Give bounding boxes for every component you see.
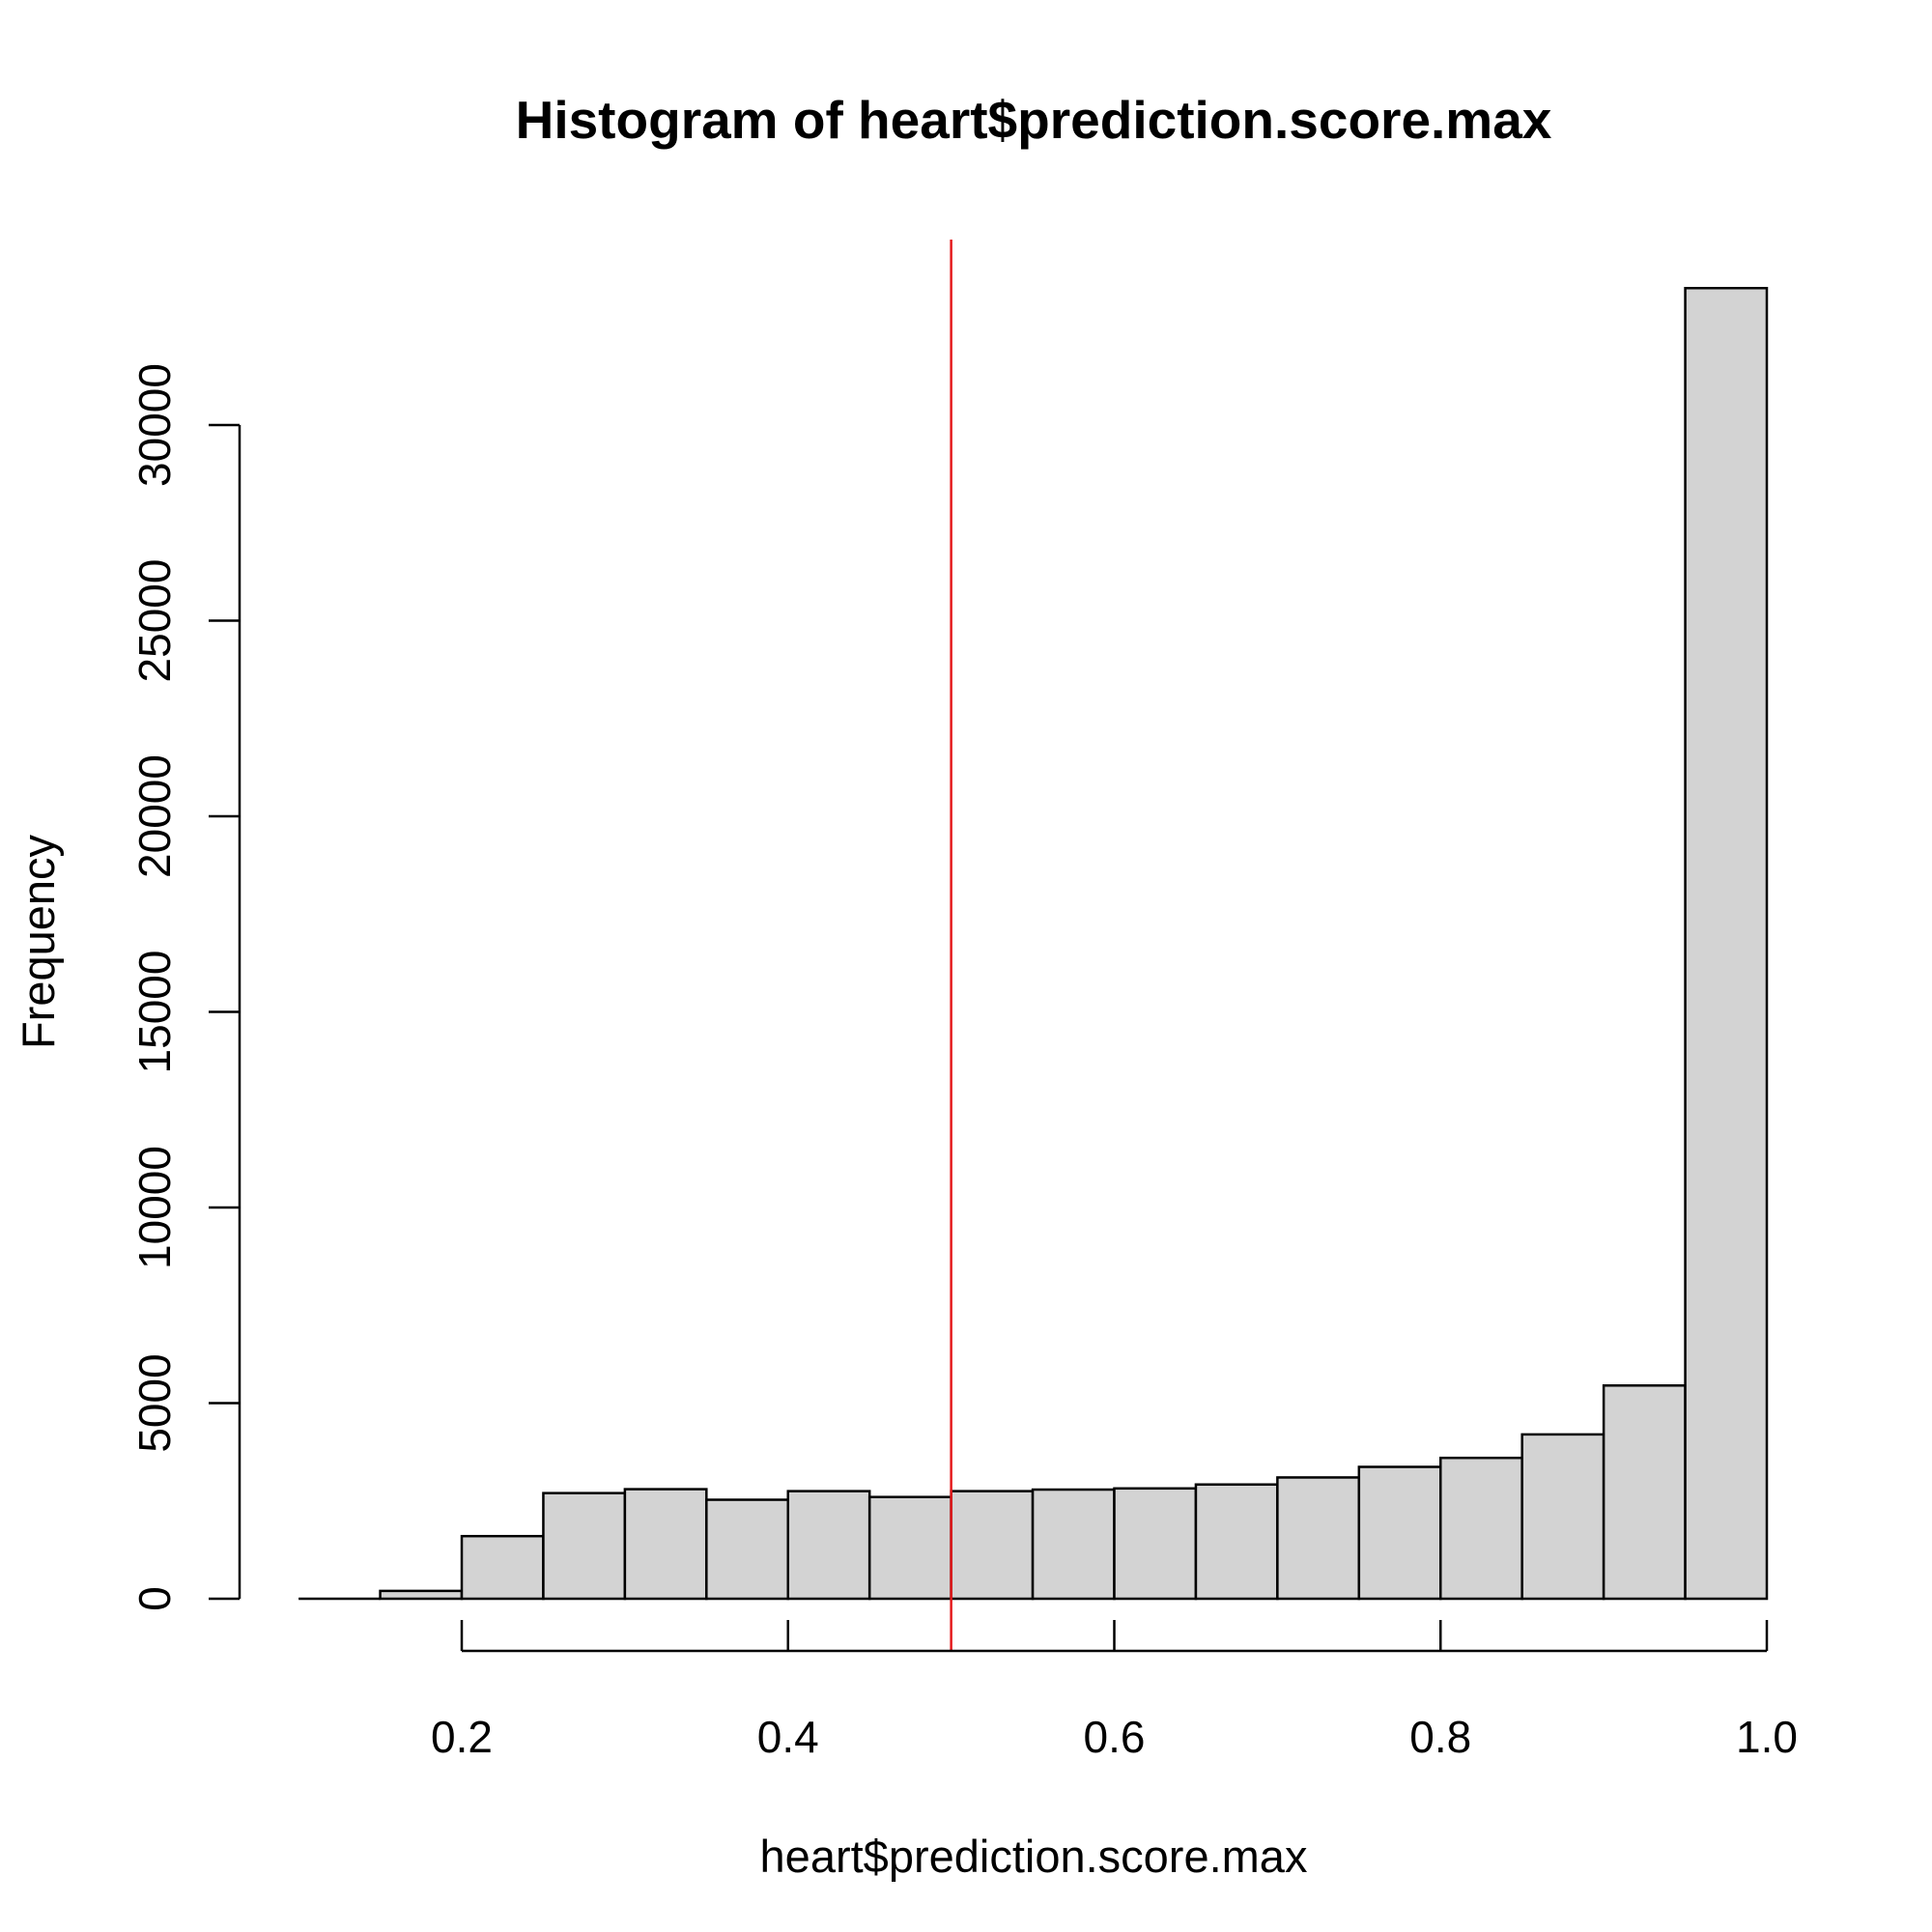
histogram-bar <box>1194 1483 1279 1601</box>
chart-title: Histogram of heart$prediction.score.max <box>516 90 1552 150</box>
histogram-bar <box>542 1492 627 1601</box>
histogram-bar <box>1113 1487 1198 1601</box>
histogram-bar <box>1684 287 1769 1601</box>
x-axis-label: heart$prediction.score.max <box>760 1831 1308 1882</box>
y-axis-label: Frequency <box>13 834 64 1049</box>
y-tick-label: 20000 <box>129 754 180 878</box>
y-tick-label: 25000 <box>129 559 180 683</box>
histogram-bar <box>1439 1456 1523 1601</box>
histogram-bar <box>705 1498 789 1601</box>
histogram-bar <box>623 1488 708 1601</box>
x-axis: 0.2 0.4 0.6 0.8 1.0 <box>431 1620 1798 1762</box>
x-tick-label: 0.6 <box>1084 1712 1146 1762</box>
histogram-bar <box>950 1490 1035 1601</box>
x-tick-label: 0.2 <box>431 1712 493 1762</box>
histogram-bar <box>1031 1488 1116 1601</box>
histogram-bar <box>460 1534 545 1601</box>
y-axis: 0 5000 10000 15000 20000 25000 30000 <box>129 363 242 1611</box>
histogram-bar <box>1357 1465 1442 1601</box>
y-tick-label: 30000 <box>129 363 180 487</box>
histogram-bar <box>379 1589 464 1601</box>
bars-layer <box>298 287 1769 1601</box>
histogram-bar <box>1520 1433 1605 1601</box>
y-tick-label: 5000 <box>129 1353 180 1452</box>
histogram-bar <box>867 1495 952 1601</box>
x-tick-label: 1.0 <box>1736 1712 1798 1762</box>
x-tick-label: 0.4 <box>757 1712 819 1762</box>
x-tick-label: 0.8 <box>1409 1712 1471 1762</box>
y-tick-label: 10000 <box>129 1146 180 1269</box>
y-tick-label: 0 <box>129 1586 180 1611</box>
histogram-bar <box>1602 1384 1687 1601</box>
histogram-bar <box>1276 1476 1361 1601</box>
histogram-bar <box>786 1490 871 1601</box>
y-tick-label: 15000 <box>129 951 180 1074</box>
